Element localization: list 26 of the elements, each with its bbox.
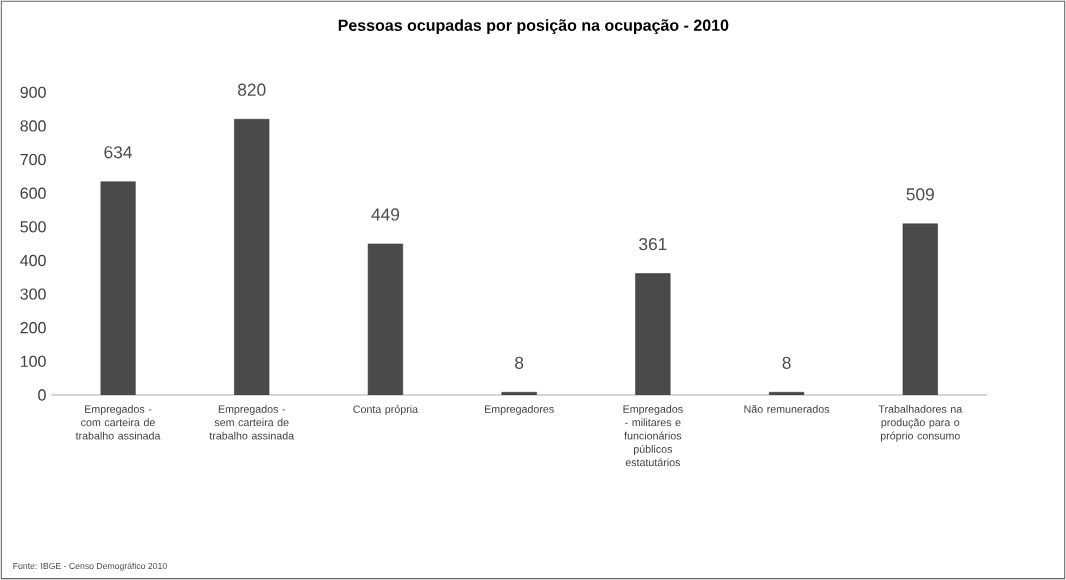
data-label: 8 [782, 356, 791, 369]
y-tick-label: 100 [20, 355, 46, 368]
y-tick-label: 300 [20, 288, 46, 300]
x-tick-label: Empregados - com carteira de trabalho assinada [75, 405, 161, 440]
data-label: 8 [515, 356, 524, 369]
y-tick-label: 500 [20, 221, 46, 233]
y-tick-label: 400 [20, 254, 46, 267]
x-tick-label: Empregadores [485, 405, 554, 415]
y-tick-label: 200 [20, 322, 46, 334]
source-note: Fonte: IBGE - Censo Demográfico 2010 [13, 562, 167, 571]
x-tick-label: Conta própria [353, 405, 419, 416]
data-label: 509 [906, 188, 934, 201]
data-label: 820 [238, 83, 266, 96]
y-tick-label: 800 [20, 120, 46, 132]
y-tick-label: 600 [20, 187, 46, 199]
x-tick-label: Empregados - militares e funcionários públicos estatutários [623, 405, 683, 467]
data-label: 449 [371, 208, 400, 221]
y-tick-label: 700 [20, 153, 46, 166]
x-tick-label: Empregados - sem carteira de trabalho assinada [209, 405, 295, 440]
data-label: 361 [639, 237, 667, 251]
x-tick-label: Trabalhadores na produção para o próprio consumo [878, 405, 963, 442]
y-tick-label: 900 [20, 86, 46, 98]
data-label: 634 [104, 146, 132, 159]
y-tick-label: 0 [38, 389, 46, 401]
x-tick-label: Não remunerados [744, 405, 830, 413]
chart-title: Pessoas ocupadas por posição na ocupação - 2010 [338, 19, 729, 35]
